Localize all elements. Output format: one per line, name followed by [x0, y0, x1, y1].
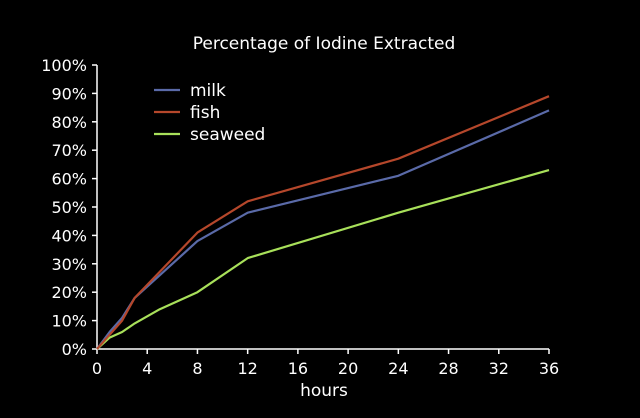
- x-tick-label: 12: [237, 359, 257, 378]
- y-axis-ticks: 0% 10% 20% 30% 40% 50% 60% 70% 80% 90% 100%: [41, 56, 97, 359]
- y-tick-label: 80%: [51, 113, 87, 132]
- x-tick-label: 0: [92, 359, 102, 378]
- y-tick-label: 30%: [51, 255, 87, 274]
- y-tick-label: 50%: [51, 198, 87, 217]
- y-tick-label: 20%: [51, 283, 87, 302]
- y-tick-label: 100%: [41, 56, 87, 75]
- x-tick-label: 36: [539, 359, 559, 378]
- series-line-fish: [96, 95, 550, 350]
- x-tick-label: 20: [338, 359, 358, 378]
- x-tick-label: 16: [288, 359, 308, 378]
- legend-label-seaweed: seaweed: [190, 125, 265, 145]
- y-tick-label: 90%: [51, 84, 87, 103]
- x-tick-label: 24: [388, 359, 408, 378]
- y-tick-label: 40%: [51, 226, 87, 245]
- x-axis-label: hours: [300, 381, 348, 401]
- x-tick-label: 28: [438, 359, 458, 378]
- x-tick-label: 8: [192, 359, 202, 378]
- series-line-milk: [96, 109, 550, 350]
- y-tick-label: 70%: [51, 141, 87, 160]
- x-tick-label: 32: [489, 359, 509, 378]
- y-tick-label: 0%: [62, 340, 87, 359]
- y-tick-label: 10%: [51, 312, 87, 331]
- series-lines: [96, 95, 550, 350]
- chart-title: Percentage of Iodine Extracted: [193, 34, 456, 54]
- x-tick-label: 4: [142, 359, 152, 378]
- y-tick-label: 60%: [51, 170, 87, 189]
- legend-label-fish: fish: [190, 103, 220, 123]
- series-line-seaweed: [96, 169, 550, 350]
- legend-label-milk: milk: [190, 81, 226, 101]
- x-axis-ticks: 0 4 8 12 16 20 24 28 32 36: [92, 349, 559, 378]
